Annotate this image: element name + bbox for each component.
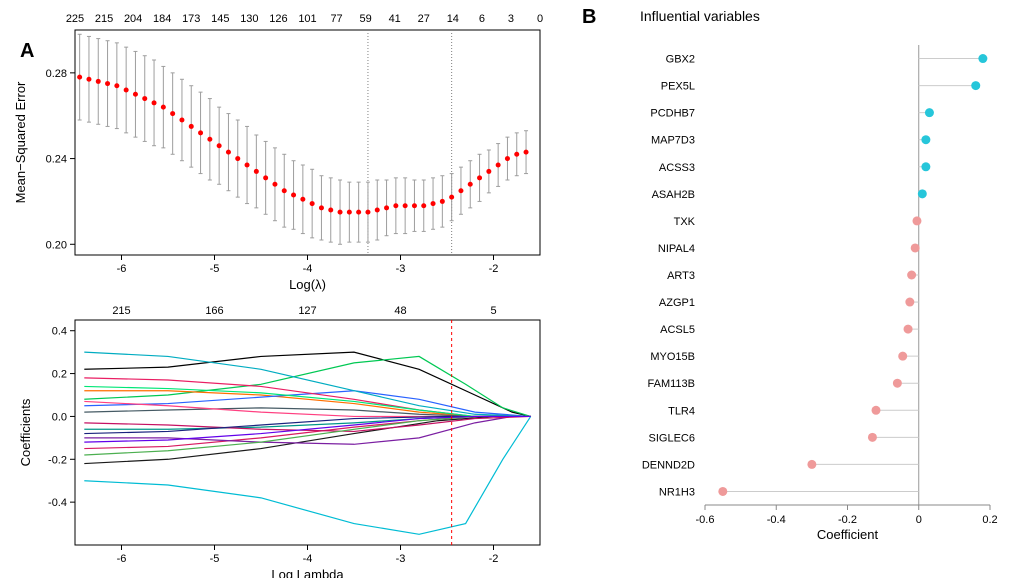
svg-text:3: 3 — [508, 13, 514, 25]
svg-text:145: 145 — [211, 13, 229, 25]
svg-text:-0.2: -0.2 — [48, 454, 67, 466]
svg-text:48: 48 — [394, 305, 406, 317]
svg-text:215: 215 — [112, 305, 130, 317]
svg-text:127: 127 — [298, 305, 316, 317]
svg-text:101: 101 — [298, 13, 316, 25]
svg-text:0: 0 — [537, 13, 543, 25]
svg-text:5: 5 — [490, 305, 496, 317]
svg-text:PEX5L: PEX5L — [661, 81, 695, 93]
svg-text:14: 14 — [447, 13, 459, 25]
svg-text:Log(λ): Log(λ) — [289, 277, 326, 292]
svg-text:-2: -2 — [489, 553, 499, 565]
svg-text:130: 130 — [240, 13, 258, 25]
svg-text:59: 59 — [360, 13, 372, 25]
svg-text:-6: -6 — [117, 553, 127, 565]
svg-text:0.28: 0.28 — [46, 68, 67, 80]
svg-text:ASAH2B: ASAH2B — [652, 189, 695, 201]
svg-text:-4: -4 — [303, 553, 313, 565]
svg-text:0.0: 0.0 — [52, 411, 67, 423]
svg-text:-0.6: -0.6 — [696, 514, 715, 526]
svg-text:NIPAL4: NIPAL4 — [658, 243, 695, 255]
svg-text:-5: -5 — [210, 553, 220, 565]
svg-text:NR1H3: NR1H3 — [659, 486, 695, 498]
svg-text:41: 41 — [389, 13, 401, 25]
svg-text:Mean−Squared Error: Mean−Squared Error — [13, 81, 28, 203]
svg-text:-4: -4 — [303, 263, 313, 275]
svg-text:0.2: 0.2 — [982, 514, 997, 526]
svg-text:126: 126 — [269, 13, 287, 25]
svg-text:77: 77 — [330, 13, 342, 25]
svg-text:MAP7D3: MAP7D3 — [651, 135, 695, 147]
svg-text:-2: -2 — [489, 263, 499, 275]
svg-text:173: 173 — [182, 13, 200, 25]
figure-wrapper: { "panelA": { "label": "A", "top": { "yl… — [0, 0, 1020, 578]
svg-text:Coefficients: Coefficients — [18, 398, 33, 466]
svg-text:-3: -3 — [396, 553, 406, 565]
svg-text:MYO15B: MYO15B — [650, 351, 695, 363]
svg-text:0.24: 0.24 — [46, 154, 67, 166]
svg-text:ART3: ART3 — [667, 270, 695, 282]
lasso-path-plot: -0.4 -0.2 0.0 0.2 0.4 -6 -5 -4 -3 -2 Log Lambda Coe… — [0, 300, 560, 578]
svg-text:0: 0 — [916, 514, 922, 526]
svg-text:225: 225 — [66, 13, 84, 25]
svg-text:184: 184 — [153, 13, 171, 25]
svg-text:DENND2D: DENND2D — [642, 459, 695, 471]
svg-text:0.4: 0.4 — [52, 326, 67, 338]
svg-text:0.20: 0.20 — [46, 239, 67, 251]
svg-text:-3: -3 — [396, 263, 406, 275]
svg-text:Log Lambda: Log Lambda — [271, 567, 344, 578]
svg-text:27: 27 — [418, 13, 430, 25]
svg-text:TXK: TXK — [674, 216, 696, 228]
svg-text:-0.4: -0.4 — [767, 514, 786, 526]
svg-text:6: 6 — [479, 13, 485, 25]
svg-text:-0.2: -0.2 — [838, 514, 857, 526]
svg-text:ACSL5: ACSL5 — [660, 324, 695, 336]
svg-text:AZGP1: AZGP1 — [659, 297, 695, 309]
svg-text:SIGLEC6: SIGLEC6 — [649, 432, 695, 444]
svg-text:ACSS3: ACSS3 — [659, 162, 695, 174]
svg-text:0.2: 0.2 — [52, 369, 67, 381]
lasso-cv-plot: 0.20 0.24 0.28 -6 -5 -4 -3 -2 Log(λ) Mean−Squared… — [0, 0, 560, 300]
svg-text:GBX2: GBX2 — [666, 54, 695, 66]
svg-text:TLR4: TLR4 — [668, 405, 695, 417]
lollipop-plot: -0.6 -0.4 -0.2 0 0.2 Coefficient GBX2 PEX5L PCDH… — [560, 0, 1020, 578]
svg-text:204: 204 — [124, 13, 142, 25]
svg-text:166: 166 — [205, 305, 223, 317]
svg-text:-5: -5 — [210, 263, 220, 275]
svg-text:Coefficient: Coefficient — [817, 527, 879, 542]
svg-text:215: 215 — [95, 13, 113, 25]
svg-text:PCDHB7: PCDHB7 — [650, 108, 695, 120]
svg-text:-6: -6 — [117, 263, 127, 275]
svg-text:FAM113B: FAM113B — [648, 378, 696, 390]
svg-text:-0.4: -0.4 — [48, 497, 67, 509]
